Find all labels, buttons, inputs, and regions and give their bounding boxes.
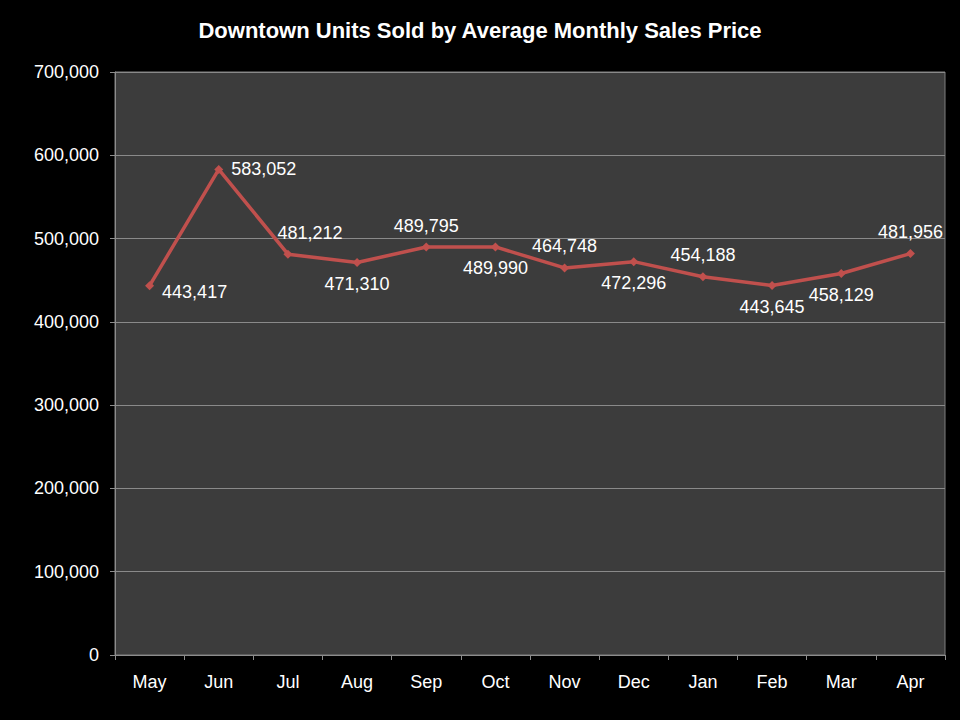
svg-text:Sep: Sep	[410, 672, 442, 692]
svg-text:500,000: 500,000	[34, 229, 99, 249]
svg-text:100,000: 100,000	[34, 562, 99, 582]
svg-text:400,000: 400,000	[34, 312, 99, 332]
svg-text:489,990: 489,990	[463, 258, 528, 278]
svg-text:600,000: 600,000	[34, 145, 99, 165]
svg-text:Aug: Aug	[341, 672, 373, 692]
svg-text:Downtown Units Sold by Average: Downtown Units Sold by Average Monthly S…	[198, 18, 761, 43]
svg-text:May: May	[133, 672, 167, 692]
svg-text:489,795: 489,795	[394, 216, 459, 236]
svg-text:443,417: 443,417	[162, 282, 227, 302]
svg-text:Feb: Feb	[757, 672, 788, 692]
svg-text:464,748: 464,748	[532, 236, 597, 256]
svg-text:481,212: 481,212	[277, 223, 342, 243]
svg-text:481,956: 481,956	[878, 222, 943, 242]
svg-text:Jul: Jul	[276, 672, 299, 692]
svg-text:443,645: 443,645	[740, 297, 805, 317]
svg-text:300,000: 300,000	[34, 395, 99, 415]
svg-text:Nov: Nov	[549, 672, 581, 692]
svg-text:Oct: Oct	[481, 672, 509, 692]
svg-text:471,310: 471,310	[325, 274, 390, 294]
svg-text:700,000: 700,000	[34, 62, 99, 82]
svg-text:472,296: 472,296	[601, 273, 666, 293]
svg-text:Dec: Dec	[618, 672, 650, 692]
svg-text:Jun: Jun	[204, 672, 233, 692]
svg-text:Mar: Mar	[826, 672, 857, 692]
svg-text:0: 0	[89, 645, 99, 665]
svg-text:200,000: 200,000	[34, 478, 99, 498]
svg-text:Jan: Jan	[688, 672, 717, 692]
svg-text:458,129: 458,129	[809, 285, 874, 305]
svg-text:454,188: 454,188	[670, 245, 735, 265]
svg-text:Apr: Apr	[896, 672, 924, 692]
svg-text:583,052: 583,052	[231, 159, 296, 179]
